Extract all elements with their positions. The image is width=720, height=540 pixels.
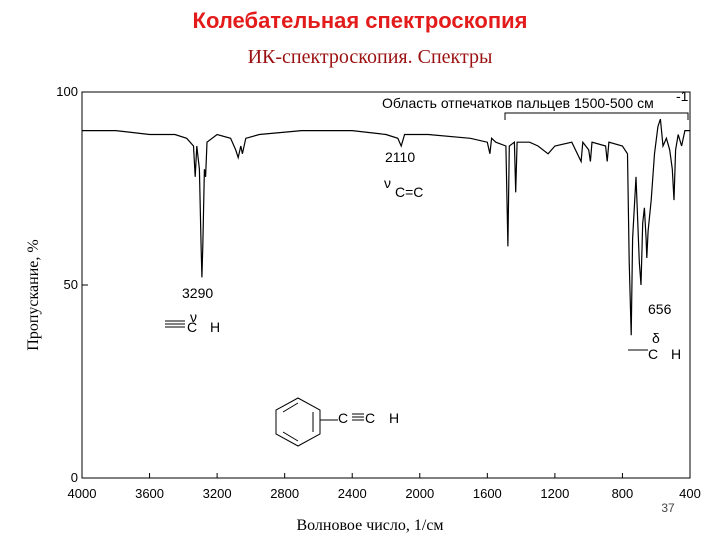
subtitle: ИК-спектроскопия. Спектры (248, 46, 493, 68)
x-tick-label: 2000 (405, 486, 434, 501)
x-tick-label: 1200 (540, 486, 569, 501)
annotation: 2110 (385, 149, 415, 165)
annotation: C=C (395, 184, 423, 200)
annotation: δ (652, 330, 660, 346)
annotation: ν (190, 309, 197, 325)
x-tick-label: 2800 (270, 486, 299, 501)
annotation: 656 (648, 301, 672, 317)
annotation: C (365, 410, 375, 426)
bracket (504, 112, 689, 120)
x-tick-label: 4000 (68, 486, 97, 501)
annotation: C (338, 410, 348, 426)
annotation: H (671, 346, 681, 362)
annotation: Область отпечатков пальцев 1500-500 см (382, 95, 654, 111)
benzene-ring (275, 397, 364, 447)
page-number: 37 (661, 501, 675, 515)
x-tick-label: 800 (612, 486, 634, 501)
y-tick-label: 0 (71, 470, 78, 485)
spectrum-line (82, 118, 690, 336)
x-tick-label: 2400 (338, 486, 367, 501)
x-tick-label: 400 (679, 486, 701, 501)
x-axis-label: Волновое число, 1/см (296, 517, 443, 534)
x-tick-label: 1600 (473, 486, 502, 501)
annotation: -1 (676, 88, 689, 104)
x-tick-label: 3200 (203, 486, 232, 501)
x-tick-label: 3600 (135, 486, 164, 501)
annotation: H (210, 319, 220, 335)
y-tick-label: 50 (64, 277, 78, 292)
title: Колебательная спектроскопия (193, 8, 528, 33)
annotation: ν (384, 175, 391, 191)
triple-bond (165, 320, 185, 328)
annotation: C (648, 346, 658, 362)
annotation: H (389, 410, 399, 426)
annotation: C (187, 319, 197, 335)
y-tick-label: 100 (56, 84, 78, 99)
y-axis-label: Пропускание, % (25, 239, 42, 350)
annotation: 3290 (182, 285, 213, 301)
